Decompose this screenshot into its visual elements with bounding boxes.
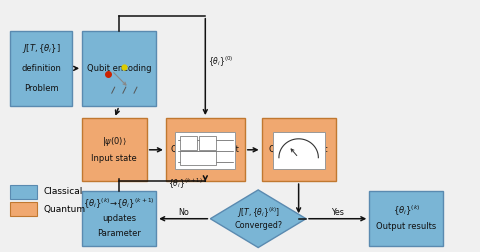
FancyBboxPatch shape: [10, 185, 36, 199]
Text: $|\psi(0)\rangle$: $|\psi(0)\rangle$: [102, 135, 127, 148]
FancyBboxPatch shape: [369, 191, 444, 246]
FancyBboxPatch shape: [10, 202, 36, 216]
FancyBboxPatch shape: [199, 136, 216, 150]
Text: Classical: Classical: [44, 187, 83, 196]
FancyBboxPatch shape: [82, 118, 147, 181]
Text: No: No: [178, 208, 189, 217]
FancyBboxPatch shape: [175, 132, 235, 169]
Text: Input state: Input state: [92, 154, 137, 163]
Text: Parameter: Parameter: [97, 229, 141, 238]
Text: $\{\theta_i\}^{(k)}$: $\{\theta_i\}^{(k)}$: [393, 204, 420, 218]
Text: Qubit readout: Qubit readout: [269, 145, 328, 154]
Text: $J[T, \{\theta_i\}^{(k)}]$: $J[T, \{\theta_i\}^{(k)}]$: [237, 205, 280, 219]
FancyBboxPatch shape: [10, 31, 72, 106]
Text: $\{\theta_i\}^{(k+1)}$: $\{\theta_i\}^{(k+1)}$: [168, 177, 203, 191]
Text: updates: updates: [102, 214, 136, 223]
Text: Quantum circuit: Quantum circuit: [171, 145, 239, 154]
Text: $J[T, \{\theta_i\}]$: $J[T, \{\theta_i\}]$: [22, 42, 61, 55]
Text: Converged?: Converged?: [234, 220, 282, 230]
Text: Quantum: Quantum: [44, 205, 86, 214]
FancyBboxPatch shape: [82, 31, 156, 106]
FancyBboxPatch shape: [166, 118, 245, 181]
Polygon shape: [210, 190, 306, 247]
Text: Output results: Output results: [376, 222, 436, 231]
Text: $\{\theta_i\}^{(0)}$: $\{\theta_i\}^{(0)}$: [208, 55, 233, 69]
Text: definition: definition: [22, 64, 61, 73]
FancyBboxPatch shape: [180, 136, 197, 150]
FancyBboxPatch shape: [273, 132, 324, 169]
Text: Yes: Yes: [331, 208, 344, 217]
FancyBboxPatch shape: [262, 118, 336, 181]
FancyBboxPatch shape: [180, 151, 216, 165]
Text: Qubit encoding: Qubit encoding: [87, 64, 151, 73]
Text: Problem: Problem: [24, 84, 59, 93]
FancyBboxPatch shape: [82, 191, 156, 246]
Text: $\{\theta_i\}^{(k)} \!\rightarrow\! \{\theta_i\}^{(k+1)}$: $\{\theta_i\}^{(k)} \!\rightarrow\! \{\t…: [84, 197, 155, 211]
